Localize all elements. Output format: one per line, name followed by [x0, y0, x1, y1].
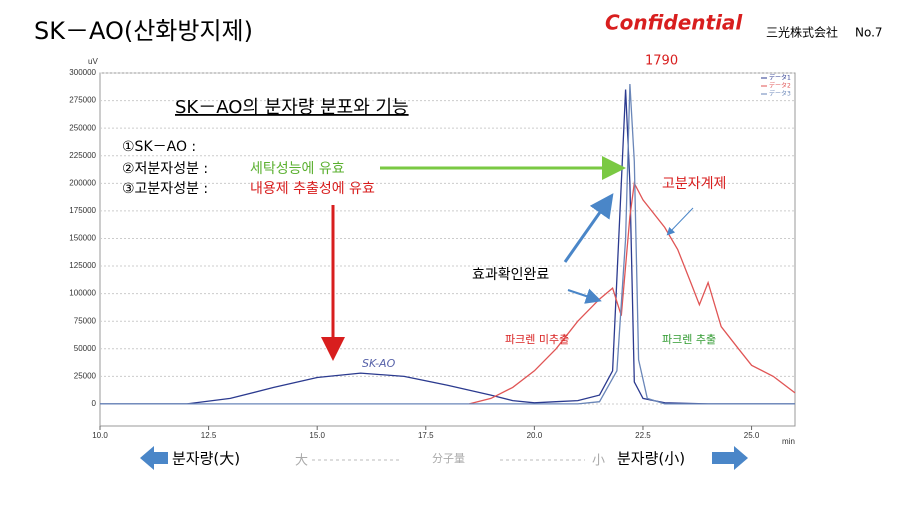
- heading: SK－AO의 분자량 분포와 기능: [175, 97, 409, 118]
- confidential: Confidential: [605, 11, 743, 35]
- arrow: [563, 193, 614, 263]
- arrow-left-icon: [140, 446, 168, 470]
- data-line: [469, 181, 796, 405]
- y-tick-label: 275000: [69, 96, 96, 105]
- item-text: 내용제 추출성에 유효: [250, 181, 375, 197]
- y-tick-label: 175000: [69, 206, 96, 215]
- item-label: ③고분자성분 :: [122, 181, 208, 197]
- legend-label: データ1: [769, 74, 791, 82]
- y-tick-label: 300000: [69, 68, 96, 77]
- data-line: [100, 83, 795, 405]
- note: 小: [592, 454, 605, 469]
- bottom-right: 분자량(小): [617, 450, 685, 468]
- annotation: 효과확인완료: [472, 267, 549, 283]
- page-number: No.7: [855, 26, 883, 40]
- x-tick-label: 12.5: [201, 431, 217, 440]
- arrow: [666, 207, 694, 236]
- x-tick-label: 22.5: [635, 431, 651, 440]
- y-tick-label: 150000: [69, 234, 96, 243]
- x-tick-label: 10.0: [92, 431, 108, 440]
- y-tick-label: 50000: [74, 344, 97, 353]
- x-tick-label: 25.0: [744, 431, 760, 440]
- y-tick-label: 125000: [69, 261, 96, 270]
- y-tick-label: 225000: [69, 151, 96, 160]
- company: 三光株式会社: [766, 25, 838, 40]
- x-tick-label: 15.0: [309, 431, 325, 440]
- item-label: ①SK－AO :: [122, 139, 196, 155]
- annotation: 고분자계제: [662, 176, 726, 192]
- legend-label: データ3: [769, 90, 791, 98]
- item-text: 세탁성능에 유효: [250, 161, 345, 177]
- y-tick-label: 250000: [69, 123, 96, 132]
- item-label: ②저분자성분 :: [122, 161, 208, 177]
- annotation: SK-AO: [362, 357, 396, 370]
- x-axis-label: min: [782, 437, 795, 446]
- data-line: [100, 89, 795, 405]
- arrow-right-icon: [712, 446, 748, 470]
- y-tick-label: 75000: [74, 316, 97, 325]
- y-tick-label: 25000: [74, 371, 97, 380]
- x-tick-label: 20.0: [527, 431, 543, 440]
- y-tick-label: 100000: [69, 289, 96, 298]
- arrow: [567, 288, 602, 304]
- note: 分子量: [432, 452, 465, 465]
- bottom-left: 분자량(大): [172, 450, 240, 468]
- legend-label: データ2: [769, 82, 791, 90]
- y-axis-label: uV: [88, 57, 98, 66]
- annotation: 1790: [645, 54, 678, 69]
- plot: 0 25000 50000 75000 100000 125000 150000 175000…: [69, 57, 796, 446]
- annotation: 파크렌 추출: [662, 333, 716, 346]
- y-tick-label: 200000: [69, 178, 96, 187]
- annotation: 파크렌 미추출: [505, 333, 569, 346]
- plot-frame: [99, 72, 796, 427]
- y-tick-label: 0: [92, 399, 97, 408]
- x-tick-label: 17.5: [418, 431, 434, 440]
- note: 大: [295, 454, 308, 469]
- slide-title: SK－AO(산화방지제): [34, 17, 253, 45]
